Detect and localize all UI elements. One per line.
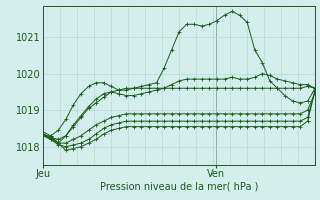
X-axis label: Pression niveau de la mer( hPa ): Pression niveau de la mer( hPa ) xyxy=(100,182,258,192)
